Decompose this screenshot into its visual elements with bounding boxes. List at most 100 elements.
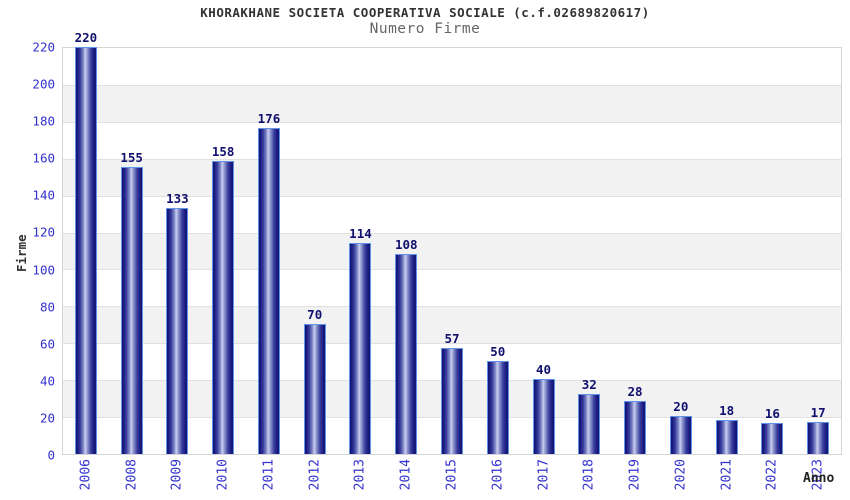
y-tick-label: 160	[32, 150, 55, 166]
bar-slot: 32 2018	[566, 48, 612, 490]
bar: 17	[807, 405, 830, 454]
plot-band	[63, 306, 841, 344]
x-tick-label: 2018	[581, 459, 597, 491]
bar-value-label: 17	[810, 404, 826, 420]
bar-value-label: 28	[627, 384, 643, 400]
y-tick-label: 80	[39, 299, 55, 315]
bar-slot: 28 2019	[612, 48, 658, 490]
bar-value-label: 108	[394, 236, 418, 252]
x-tick-label: 2009	[169, 459, 185, 491]
bar: 28	[624, 384, 647, 454]
bar-slot: 176 2011	[246, 48, 292, 490]
x-tick-label: 2017	[536, 459, 552, 491]
x-tick-label: 2008	[124, 459, 140, 491]
gridline	[63, 84, 841, 86]
gridline	[63, 306, 841, 308]
bar: 20	[669, 399, 692, 454]
x-tick-label: 2015	[444, 459, 460, 491]
bar: 50	[486, 344, 509, 454]
bar-value-label: 16	[764, 406, 780, 422]
y-axis-ticks: 0 20 40 60 80 100 120 140 160 180 200 220	[0, 40, 55, 463]
x-tick-label: 2010	[215, 459, 231, 491]
plot-area: 220 2006 155 2008 133 2009 158 2010 176 2011 70 201…	[62, 30, 842, 491]
y-tick-label: 0	[47, 447, 55, 463]
plot-band	[63, 269, 841, 307]
plot-band	[63, 195, 841, 233]
y-tick-label: 140	[32, 187, 55, 203]
bar-value-label: 133	[166, 190, 189, 206]
bar-slot: 57 2015	[429, 48, 475, 490]
bar: 32	[578, 377, 601, 454]
plot-band	[63, 232, 841, 270]
bar: 155	[120, 150, 143, 454]
plot-band	[63, 48, 841, 85]
y-tick-label: 220	[32, 39, 55, 55]
bar-value-label: 155	[120, 149, 143, 165]
y-tick-label: 40	[39, 373, 55, 389]
chart-title: KHORAKHANE SOCIETA COOPERATIVA SOCIALE (…	[200, 5, 650, 20]
bar-slot: 16 2022	[749, 48, 795, 490]
bars-container: 220 2006 155 2008 133 2009 158 2010 176 2011 70 201…	[63, 30, 841, 491]
x-tick-label: 2022	[764, 459, 780, 491]
bar-value-label: 18	[719, 402, 735, 418]
gridline	[63, 195, 841, 197]
bar-value-label: 57	[444, 330, 460, 346]
y-tick-label: 100	[32, 262, 55, 278]
y-tick-label: 200	[32, 76, 55, 92]
bar-value-label: 70	[307, 306, 323, 322]
bar-value-label: 20	[673, 399, 689, 415]
gridline	[63, 121, 841, 123]
bar-slot: 220 2006	[63, 30, 109, 490]
gridline	[63, 232, 841, 234]
bar-slot: 155 2008	[109, 48, 155, 490]
bar-slot: 70 2012	[292, 48, 338, 490]
bar-slot: 108 2014	[383, 48, 429, 491]
bar-value-label: 158	[211, 144, 235, 160]
bar-value-label: 32	[581, 376, 597, 392]
bar-slot: 40 2017	[521, 48, 567, 490]
x-tick-label: 2021	[719, 459, 735, 491]
y-tick-label: 120	[32, 224, 55, 240]
bar: 133	[166, 191, 189, 454]
bar-slot: 133 2009	[155, 48, 201, 491]
bar-slot: 20 2020	[658, 48, 704, 490]
x-tick-label: 2020	[673, 459, 689, 491]
y-tick-label: 180	[32, 113, 55, 129]
plot-band	[63, 158, 841, 196]
bar: 176	[258, 111, 280, 454]
gridline	[63, 343, 841, 345]
y-tick-label: 60	[39, 336, 55, 352]
bar-value-label: 114	[349, 225, 372, 241]
x-tick-label: 2014	[398, 459, 414, 491]
bar-slot: 18 2021	[704, 48, 750, 490]
bar-value-label: 220	[74, 30, 98, 45]
x-tick-label: 2011	[261, 459, 277, 491]
x-tick-label: 2013	[352, 459, 368, 491]
plot-band	[63, 121, 841, 159]
x-tick-label: 2006	[78, 459, 94, 491]
bar: 114	[349, 226, 372, 454]
x-axis-title: Anno	[803, 471, 835, 486]
bar: 18	[715, 403, 738, 454]
bar: 108	[395, 237, 418, 454]
bar: 158	[212, 144, 234, 454]
bar: 16	[761, 406, 784, 454]
x-tick-label: 2016	[490, 459, 506, 491]
gridline	[63, 269, 841, 271]
bar-value-label: 50	[490, 343, 506, 359]
bar-slot: 50 2016	[475, 48, 521, 490]
bar: 57	[441, 331, 463, 454]
bar: 220	[75, 30, 97, 454]
bar-slot: 158 2010	[200, 48, 246, 490]
x-tick-label: 2019	[627, 459, 643, 491]
bar-slot: 17 2023	[795, 48, 841, 490]
bar: 70	[303, 307, 326, 454]
chart-subtitle: Numero Firme	[369, 21, 481, 37]
gridline	[63, 158, 841, 160]
bar-slot: 114 2013	[338, 48, 384, 491]
x-tick-label: 2012	[307, 459, 323, 491]
bar-value-label: 176	[257, 111, 281, 127]
y-tick-label: 20	[39, 410, 55, 426]
bar: 40	[532, 362, 555, 454]
